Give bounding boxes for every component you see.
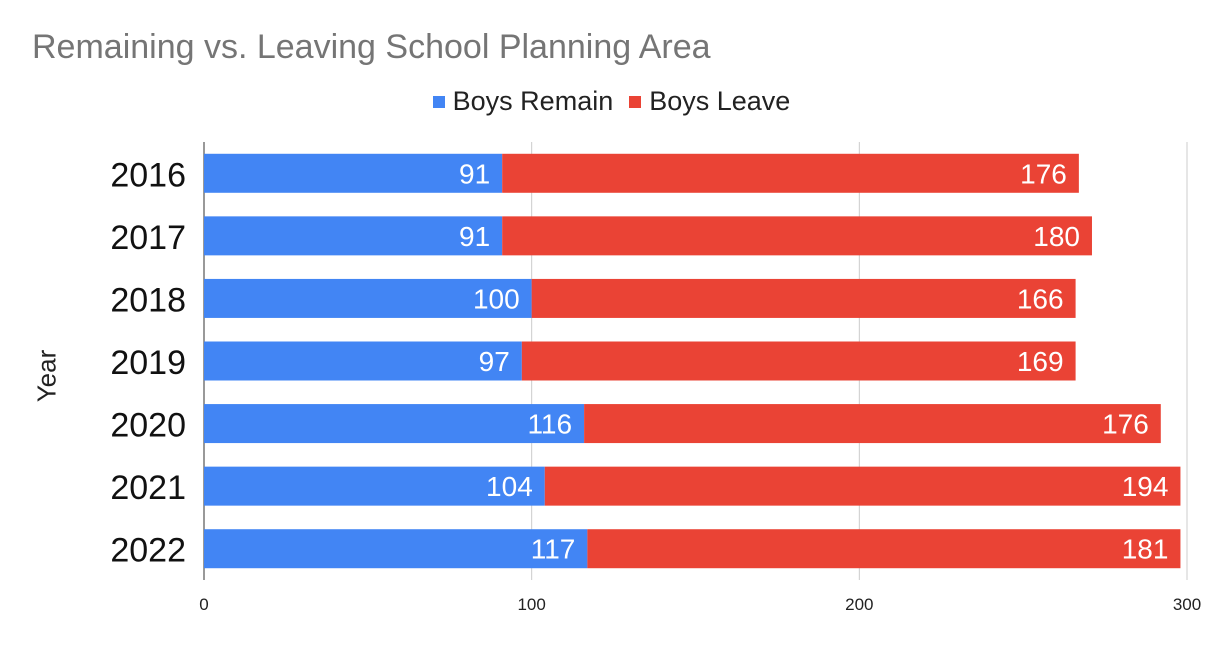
- data-label-boys-remain-2020: 116: [527, 409, 572, 440]
- data-label-boys-remain-2018: 100: [473, 283, 520, 314]
- category-label-2022: 2022: [110, 532, 186, 570]
- bar-boys-leave-2021: [544, 466, 1181, 506]
- bar-boys-remain-2019: [204, 341, 522, 381]
- chart-title: Remaining vs. Leaving School Planning Ar…: [32, 28, 711, 66]
- x-tick-label-100: 100: [517, 595, 545, 614]
- category-label-2018: 2018: [110, 281, 186, 319]
- legend-swatch-boys-remain: [432, 95, 445, 108]
- bars: [204, 153, 1181, 569]
- data-label-boys-remain-2016: 91: [459, 158, 490, 189]
- bar-boys-remain-2020: [204, 404, 585, 444]
- bar-boys-remain-2022: [204, 529, 588, 569]
- bar-boys-leave-2022: [587, 529, 1181, 569]
- bar-boys-remain-2021: [204, 466, 545, 506]
- bar-boys-leave-2018: [531, 278, 1076, 318]
- category-label-2019: 2019: [110, 344, 186, 382]
- bar-boys-remain-2016: [204, 153, 503, 193]
- legend-item-boys-remain[interactable]: Boys Remain: [432, 86, 614, 117]
- legend: Boys Remain Boys Leave: [0, 86, 1223, 117]
- data-label-boys-remain-2017: 91: [459, 221, 490, 252]
- data-label-boys-leave-2020: 176: [1102, 409, 1149, 440]
- data-label-boys-leave-2016: 176: [1020, 158, 1067, 189]
- legend-label-boys-leave: Boys Leave: [649, 86, 791, 116]
- category-label-2020: 2020: [110, 407, 186, 445]
- data-label-boys-leave-2022: 181: [1122, 534, 1169, 565]
- x-tick-label-0: 0: [199, 595, 208, 614]
- x-tick-label-300: 300: [1173, 595, 1201, 614]
- data-label-boys-leave-2018: 166: [1017, 283, 1064, 314]
- bar-boys-leave-2019: [521, 341, 1076, 381]
- x-tick-labels: 0 100 200 300: [199, 595, 1201, 614]
- data-label-boys-leave-2017: 180: [1033, 221, 1080, 252]
- data-labels: 91 176 91 180 100 166 97 169 116 176 104 194 117 181: [459, 158, 1168, 564]
- bar-boys-remain-2017: [204, 216, 503, 256]
- data-label-boys-leave-2019: 169: [1017, 346, 1064, 377]
- data-label-boys-remain-2019: 97: [479, 346, 510, 377]
- bar-boys-leave-2017: [502, 216, 1092, 256]
- legend-label-boys-remain: Boys Remain: [452, 86, 614, 116]
- data-label-boys-remain-2022: 117: [531, 534, 576, 565]
- legend-swatch-boys-leave: [629, 95, 642, 108]
- x-tick-label-200: 200: [845, 595, 873, 614]
- data-label-boys-leave-2021: 194: [1122, 471, 1169, 502]
- bar-boys-leave-2020: [584, 404, 1161, 444]
- legend-item-boys-leave[interactable]: Boys Leave: [629, 86, 790, 117]
- category-labels: 2016 2017 2018 2019 2020 2021 2022: [110, 156, 186, 569]
- category-label-2016: 2016: [110, 156, 186, 194]
- category-label-2017: 2017: [110, 219, 186, 257]
- category-label-2021: 2021: [110, 469, 186, 507]
- data-label-boys-remain-2021: 104: [486, 471, 533, 502]
- bar-boys-remain-2018: [204, 278, 532, 318]
- bar-boys-leave-2016: [502, 153, 1079, 193]
